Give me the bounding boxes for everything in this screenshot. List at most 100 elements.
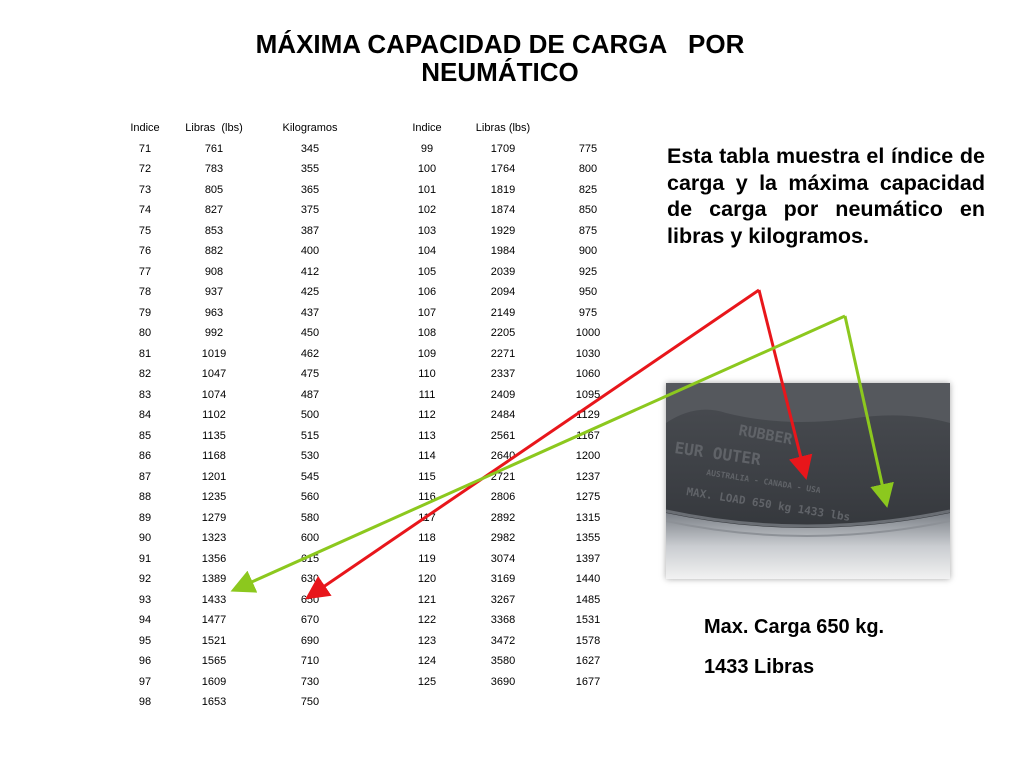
tire-sidewall-photo: RUBBER EUR OUTER AUSTRALIA - CANADA - US…: [666, 383, 950, 579]
cell-indice: 71: [138, 142, 152, 155]
cell-libras: 1356: [201, 552, 227, 565]
cell-indice: 118: [418, 532, 436, 545]
cell-libras: 1389: [201, 573, 227, 586]
cell-kilogramos: 975: [578, 306, 598, 319]
cell-kilogramos: 1397: [575, 552, 601, 565]
table-row: 80 992 450: [122, 323, 360, 344]
cell-kilogramos: 900: [578, 245, 598, 258]
cell-libras: 1019: [201, 347, 227, 360]
cell-indice: 79: [138, 306, 152, 319]
cell-kilogramos: 775: [578, 142, 598, 155]
cell-kilogramos: 437: [300, 306, 320, 319]
cell-indice: 102: [417, 204, 437, 217]
cell-libras: 2149: [490, 306, 516, 319]
cell-indice: 117: [418, 511, 436, 524]
cell-indice: 87: [138, 470, 152, 483]
cell-indice: 113: [418, 429, 436, 442]
table-row: 123 3472 1578: [396, 631, 628, 652]
table-row: 114 2640 1200: [396, 446, 628, 467]
cell-kilogramos: 1355: [575, 532, 601, 545]
load-table-left: Indice Libras (lbs) Kilogramos 71 761 345 7…: [122, 118, 360, 713]
table-row: 97 1609 730: [122, 672, 360, 693]
cell-libras: 937: [204, 286, 224, 299]
cell-indice: 99: [420, 142, 434, 155]
cell-libras: 2484: [490, 409, 516, 422]
cell-indice: 115: [418, 470, 436, 483]
cell-indice: 74: [138, 204, 152, 217]
cell-kilogramos: 925: [578, 265, 598, 278]
cell-libras: 1874: [490, 204, 516, 217]
cell-indice: 90: [138, 532, 152, 545]
cell-kilogramos: 670: [300, 614, 320, 627]
table-row: 103 1929 875: [396, 221, 628, 242]
cell-libras: 1135: [202, 429, 226, 442]
cell-kilogramos: 615: [300, 552, 320, 565]
table-row: 120 3169 1440: [396, 569, 628, 590]
cell-libras: 1929: [490, 224, 516, 237]
cell-libras: 2039: [490, 265, 516, 278]
table-row: 104 1984 900: [396, 241, 628, 262]
cell-libras: 1565: [201, 655, 227, 668]
cell-indice: 83: [138, 388, 152, 401]
cell-kilogramos: 800: [578, 163, 598, 176]
table-row: 116 2806 1275: [396, 487, 628, 508]
cell-kilogramos: 1167: [576, 429, 600, 442]
cell-libras: 853: [204, 224, 224, 237]
cell-libras: 1279: [201, 511, 227, 524]
cell-kilogramos: 690: [300, 634, 320, 647]
cell-kilogramos: 1627: [575, 655, 601, 668]
cell-kilogramos: 600: [300, 532, 320, 545]
cell-indice: 114: [418, 450, 436, 463]
cell-kilogramos: 387: [300, 224, 320, 237]
cell-kilogramos: 850: [578, 204, 598, 217]
cell-libras: 2409: [490, 388, 516, 401]
table-row: 96 1565 710: [122, 651, 360, 672]
table-row: 84 1102 500: [122, 405, 360, 426]
table-row: 107 2149 975: [396, 303, 628, 324]
cell-libras: 1235: [201, 491, 227, 504]
cell-libras: 1984: [490, 245, 516, 258]
header-kilogramos: [548, 118, 628, 139]
table-row: 112 2484 1129: [396, 405, 628, 426]
cell-libras: 2094: [490, 286, 516, 299]
table-row: 82 1047 475: [122, 364, 360, 385]
cell-libras: 827: [204, 204, 224, 217]
description-text: Esta tabla muestra el índice de carga y …: [667, 144, 985, 248]
cell-kilogramos: 825: [578, 183, 598, 196]
cell-indice: 89: [138, 511, 152, 524]
cell-libras: 805: [204, 183, 224, 196]
header-indice: Indice: [412, 122, 442, 135]
table-row: 100 1764 800: [396, 159, 628, 180]
cell-libras: 1764: [490, 163, 516, 176]
table-row: 101 1819 825: [396, 180, 628, 201]
cell-indice: 91: [138, 552, 152, 565]
cell-indice: 98: [138, 696, 152, 709]
header-libras: Libras (lbs): [185, 122, 243, 135]
cell-kilogramos: 365: [300, 183, 320, 196]
cell-kilogramos: 1677: [575, 675, 601, 688]
cell-libras: 1709: [490, 142, 516, 155]
cell-kilogramos: 375: [300, 204, 320, 217]
cell-kilogramos: 462: [300, 347, 320, 360]
cell-indice: 104: [417, 245, 437, 258]
cell-kilogramos: 515: [300, 429, 320, 442]
cell-kilogramos: 1060: [575, 368, 601, 381]
cell-indice: 125: [417, 675, 437, 688]
table-row: 72 783 355: [122, 159, 360, 180]
cell-libras: 1047: [201, 368, 227, 381]
cell-libras: 1653: [201, 696, 227, 709]
cell-indice: 88: [138, 491, 152, 504]
load-table-right: Indice Libras (lbs) 99 1709 775 100 1764 800 1…: [396, 118, 628, 692]
table-row: 85 1135 515: [122, 426, 360, 447]
cell-indice: 110: [418, 368, 436, 381]
table-row: 98 1653 750: [122, 692, 360, 713]
cell-kilogramos: 630: [300, 573, 320, 586]
cell-indice: 81: [138, 347, 152, 360]
cell-kilogramos: 1531: [575, 614, 601, 627]
cell-kilogramos: 730: [300, 675, 320, 688]
max-load-kg-caption: Max. Carga 650 kg.: [704, 616, 885, 638]
table-row: 118 2982 1355: [396, 528, 628, 549]
cell-kilogramos: 475: [300, 368, 320, 381]
table-row: 106 2094 950: [396, 282, 628, 303]
cell-indice: 123: [417, 634, 437, 647]
